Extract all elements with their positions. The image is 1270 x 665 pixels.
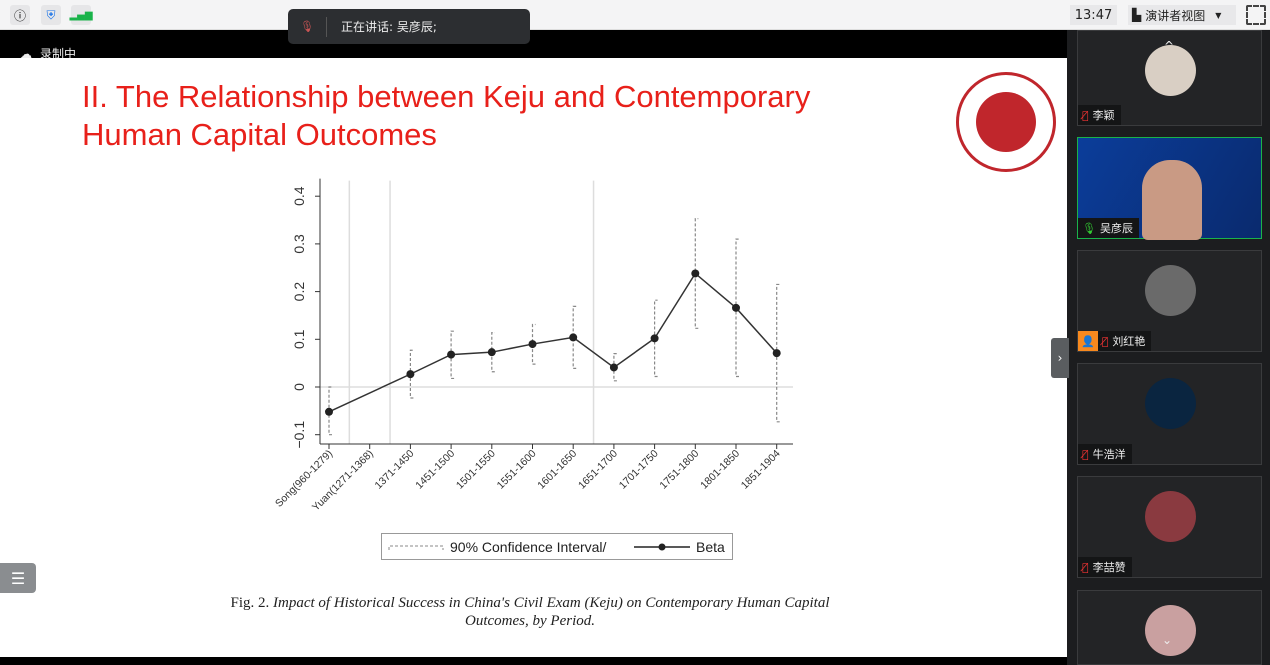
collapse-panel-button[interactable]: › [1051, 338, 1069, 378]
avatar [1145, 378, 1196, 429]
top-toolbar: ⓘ ⛨ ▂▄▆ 13:47 ▙ 演讲者视图 ▼ [0, 0, 1270, 30]
beta-point [569, 333, 578, 342]
participant-name: 李喆赞 [1092, 561, 1126, 574]
beta-point [609, 363, 618, 372]
cloud-icon: ☁ [20, 46, 32, 61]
mic-muted-icon: 🎙̸ [1082, 108, 1089, 122]
video-feed [1078, 138, 1261, 240]
participant-tile[interactable]: 🎙̸ 李颖 ^ [1077, 30, 1262, 126]
university-logo [956, 72, 1056, 172]
y-tick-label: 0.4 [291, 186, 307, 206]
recording-status: ☁ 录制中 [20, 45, 76, 62]
view-mode-label: 演讲者视图 [1145, 8, 1206, 23]
layout-icon: ▙ [1132, 8, 1142, 22]
avatar [1145, 265, 1196, 316]
participant-tile[interactable]: 🎙̸ 牛浩洋 [1077, 363, 1262, 465]
beta-point [325, 407, 333, 416]
legend-beta-swatch [634, 543, 690, 551]
shield-icon[interactable]: ⛨ [41, 5, 61, 25]
caption-text: Impact of Historical Success in China's … [273, 595, 830, 629]
participant-tile[interactable]: 👤 🎙̸ 刘红艳 [1077, 250, 1262, 352]
beta-point [406, 370, 415, 379]
participant-nametag: 🎙̸ 李颖 [1078, 105, 1121, 125]
title-line-2: Human Capital Outcomes [82, 117, 437, 152]
participant-name: 吴彦辰 [1099, 222, 1133, 235]
scroll-up-icon[interactable]: ^ [1164, 39, 1175, 53]
signal-icon[interactable]: ▂▄▆ [69, 5, 93, 25]
avatar [1145, 45, 1196, 96]
mic-muted-icon: 🎙 [300, 20, 314, 33]
beta-point [772, 349, 781, 358]
x-tick-label: 1451-1500 [413, 448, 457, 492]
y-tick-label: 0.3 [291, 234, 307, 254]
figure-caption: Fig. 2. Impact of Historical Success in … [200, 594, 860, 630]
x-tick-label: 1371-1450 [373, 448, 417, 492]
beta-point [732, 303, 740, 312]
participant-tile[interactable]: 🎙 吴彦辰 [1077, 137, 1262, 240]
participant-nametag: 🎙 吴彦辰 [1078, 218, 1139, 238]
beta-point [528, 340, 537, 349]
speaking-label: 正在讲话: 吴彦辰; [340, 20, 437, 34]
legend-ci-label: 90% Confidence Interval/ [450, 539, 607, 555]
participant-name: 牛浩洋 [1092, 448, 1126, 461]
beta-point [691, 269, 700, 278]
participant-name: 李颖 [1092, 109, 1115, 122]
chart: −0.100.10.20.30.4Song(960-1279)Yuan(1271… [273, 178, 793, 514]
title-line-1: II. The Relationship between Keju and Co… [82, 79, 811, 114]
x-tick-label: 1501-1550 [454, 448, 498, 492]
participant-nametag: 🎙̸ 李喆赞 [1078, 557, 1132, 577]
y-tick-label: 0.2 [291, 282, 307, 302]
caption-prefix: Fig. 2. [230, 595, 273, 611]
avatar [1145, 491, 1196, 542]
x-tick-label: 1701-1750 [617, 448, 661, 492]
chevron-down-icon: ▼ [1215, 10, 1222, 20]
x-tick-label: 1651-1700 [576, 448, 620, 492]
info-icon[interactable]: ⓘ [10, 5, 30, 25]
mic-muted-icon: 🎙̸ [1101, 334, 1109, 348]
beta-point [447, 350, 456, 359]
avatar [1145, 605, 1196, 656]
scroll-down-icon[interactable]: ⌄ [1162, 633, 1173, 647]
x-tick-label: 1801-1850 [698, 448, 742, 492]
chart-legend: 90% Confidence Interval/ Beta [381, 533, 733, 560]
speaking-indicator: 🎙 正在讲话: 吴彦辰; [288, 9, 530, 44]
mic-muted-icon: 🎙̸ [1082, 447, 1089, 461]
mic-active-icon: 🎙 [1082, 221, 1096, 235]
mic-muted-icon: 🎙̸ [1082, 560, 1089, 574]
host-icon: 👤 [1078, 331, 1098, 351]
view-mode-dropdown[interactable]: ▙ 演讲者视图 ▼ [1128, 5, 1236, 25]
y-tick-label: −0.1 [291, 421, 307, 449]
menu-button[interactable]: ☰ [0, 563, 36, 593]
beta-point [487, 348, 496, 357]
beta-line [328, 272, 778, 413]
legend-beta-label: Beta [696, 539, 725, 555]
x-tick-label: 1851-1904 [739, 448, 783, 492]
y-tick-label: 0 [291, 383, 307, 391]
slide-title: II. The Relationship between Keju and Co… [82, 78, 810, 154]
x-tick-label: 1601-1650 [535, 448, 579, 492]
x-tick-label: 1551-1600 [495, 448, 539, 492]
fullscreen-button[interactable] [1246, 5, 1266, 25]
beta-point [650, 334, 659, 343]
y-tick-label: 0.1 [291, 329, 307, 349]
participant-nametag: 🎙̸ 牛浩洋 [1078, 444, 1132, 464]
participant-name: 刘红艳 [1112, 335, 1146, 348]
participant-nametag: 👤 🎙̸ 刘红艳 [1078, 331, 1152, 351]
ci-bar [572, 305, 577, 369]
participant-tile[interactable]: 🎙̸ 李喆赞 [1077, 476, 1262, 578]
clock: 13:47 [1070, 5, 1117, 25]
legend-ci-swatch [388, 545, 444, 550]
participant-tile[interactable]: ⌄ [1077, 590, 1262, 665]
recording-label: 录制中 [40, 47, 77, 61]
x-tick-label: 1751-1800 [657, 448, 701, 492]
